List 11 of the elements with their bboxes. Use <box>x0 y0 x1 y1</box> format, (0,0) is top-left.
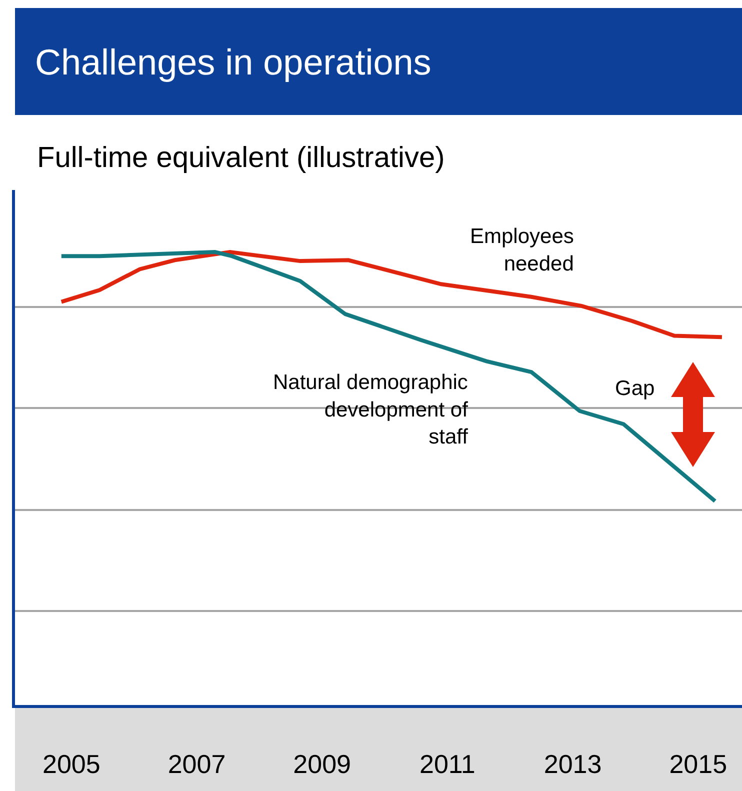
x-tick-label: 2011 <box>419 749 476 780</box>
x-tick-label: 2005 <box>42 749 100 780</box>
chart-subtitle: Full-time equivalent (illustrative) <box>37 142 445 174</box>
x-tick-label: 2015 <box>669 749 728 780</box>
series-label: Employees needed <box>470 225 574 276</box>
x-tick-label: 2007 <box>168 749 226 780</box>
x-tick-label: 2009 <box>293 749 352 780</box>
annotation: Gap <box>615 377 655 400</box>
x-tick-label: 2013 <box>544 749 602 780</box>
series-label: Natural demographic development of staff <box>273 371 468 449</box>
chart-title: Challenges in operations <box>35 42 432 83</box>
